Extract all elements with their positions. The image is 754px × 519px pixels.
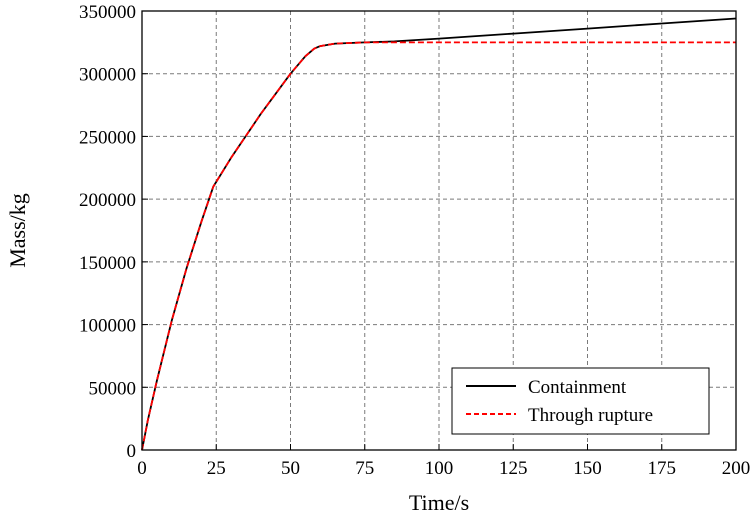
- x-tick-label: 50: [281, 458, 300, 479]
- y-tick-label: 200000: [79, 190, 136, 211]
- x-tick-label: 75: [355, 458, 374, 479]
- series-line-through-rupture: [141, 41, 736, 451]
- y-axis-title: Mass/kg: [5, 193, 30, 268]
- y-tick-label: 100000: [79, 316, 136, 337]
- x-tick-label: 200: [722, 458, 751, 479]
- y-tick-label: 350000: [79, 2, 136, 23]
- series-layer: [141, 17, 737, 451]
- y-tick-label: 50000: [89, 378, 137, 399]
- x-tick-label: 150: [573, 458, 602, 479]
- grid: [142, 11, 736, 450]
- legend-label-through-rupture: Through rupture: [528, 405, 653, 426]
- y-tick-label: 150000: [79, 253, 136, 274]
- y-tick-label: 0: [127, 441, 137, 462]
- y-tick-label: 250000: [79, 127, 136, 148]
- axis-ticks: 0 25 50 75 100 125 150 175 200 0 50000 100000 150000…: [79, 2, 750, 479]
- x-tick-label: 0: [137, 458, 147, 479]
- y-tick-label: 300000: [79, 65, 136, 86]
- legend: Containment Through rupture: [451, 367, 710, 435]
- x-axis-title: Time/s: [409, 490, 469, 515]
- x-tick-label: 175: [648, 458, 677, 479]
- legend-box: [451, 367, 710, 435]
- x-tick-label: 125: [499, 458, 528, 479]
- legend-label-containment: Containment: [528, 377, 627, 398]
- x-tick-label: 25: [207, 458, 226, 479]
- x-tick-label: 100: [425, 458, 454, 479]
